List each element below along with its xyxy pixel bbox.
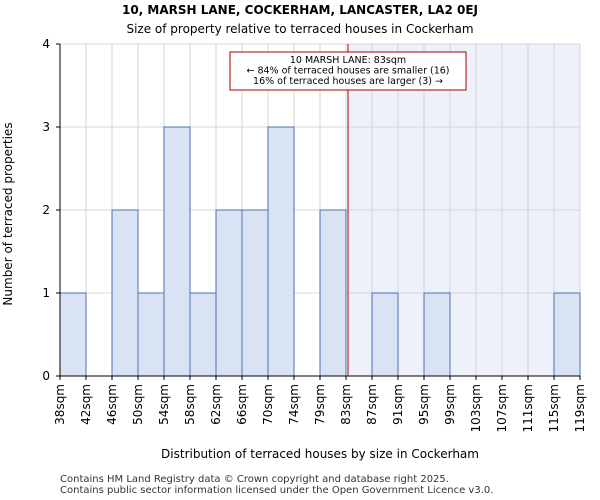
histogram-bar [319,209,347,377]
histogram-bar [163,126,191,377]
histogram-bar [553,292,581,377]
x-tick-label: 91sqm [391,384,405,425]
x-tick-label: 83sqm [339,384,353,425]
chart-subtitle: Size of property relative to terraced ho… [126,22,473,36]
annotation-line-2: ← 84% of terraced houses are smaller (16… [246,66,449,77]
histogram-bar [59,292,87,377]
x-tick-label: 87sqm [365,384,379,425]
x-tick-label: 58sqm [183,384,197,425]
histogram-bar [215,209,243,377]
y-tick-label: 4 [42,37,50,51]
x-tick-label: 115sqm [547,384,561,432]
x-axis-label: Distribution of terraced houses by size … [161,447,479,461]
x-tick-label: 38sqm [53,384,67,425]
x-tick-label: 79sqm [313,384,327,425]
x-tick-label: 62sqm [209,384,223,425]
x-tick-label: 103sqm [469,384,483,432]
y-tick-label: 0 [42,369,50,383]
annotation-box [229,51,467,91]
annotation-line-3: 16% of terraced houses are larger (3) → [253,76,443,87]
y-tick-label: 3 [42,120,50,134]
y-tick-label: 2 [42,203,50,217]
histogram-bar [371,292,399,377]
histogram-bar [241,209,269,377]
histogram-bar [111,209,139,377]
x-tick-label: 111sqm [521,384,535,432]
x-tick-label: 119sqm [573,384,587,432]
annotation-line-1: 10 MARSH LANE: 83sqm [290,55,406,66]
x-tick-label: 70sqm [261,384,275,425]
histogram-bar [423,292,451,377]
x-tick-label: 74sqm [287,384,301,425]
y-tick-label: 1 [42,286,50,300]
histogram-bar [267,126,295,377]
x-tick-label: 54sqm [157,384,171,425]
histogram-bar [137,292,165,377]
x-tick-label: 99sqm [443,384,457,425]
x-tick-label: 50sqm [131,384,145,425]
x-tick-label: 66sqm [235,384,249,425]
x-tick-label: 42sqm [79,384,93,425]
chart-title: 10, MARSH LANE, COCKERHAM, LANCASTER, LA… [122,3,478,17]
x-tick-label: 107sqm [495,384,509,432]
footer-copyright: Contains HM Land Registry data © Crown c… [60,474,449,485]
footer-licence: Contains public sector information licen… [60,485,494,496]
x-tick-label: 95sqm [417,384,431,425]
x-tick-label: 46sqm [105,384,119,425]
histogram-bar [189,292,217,377]
y-axis-label: Number of terraced properties [1,122,15,305]
